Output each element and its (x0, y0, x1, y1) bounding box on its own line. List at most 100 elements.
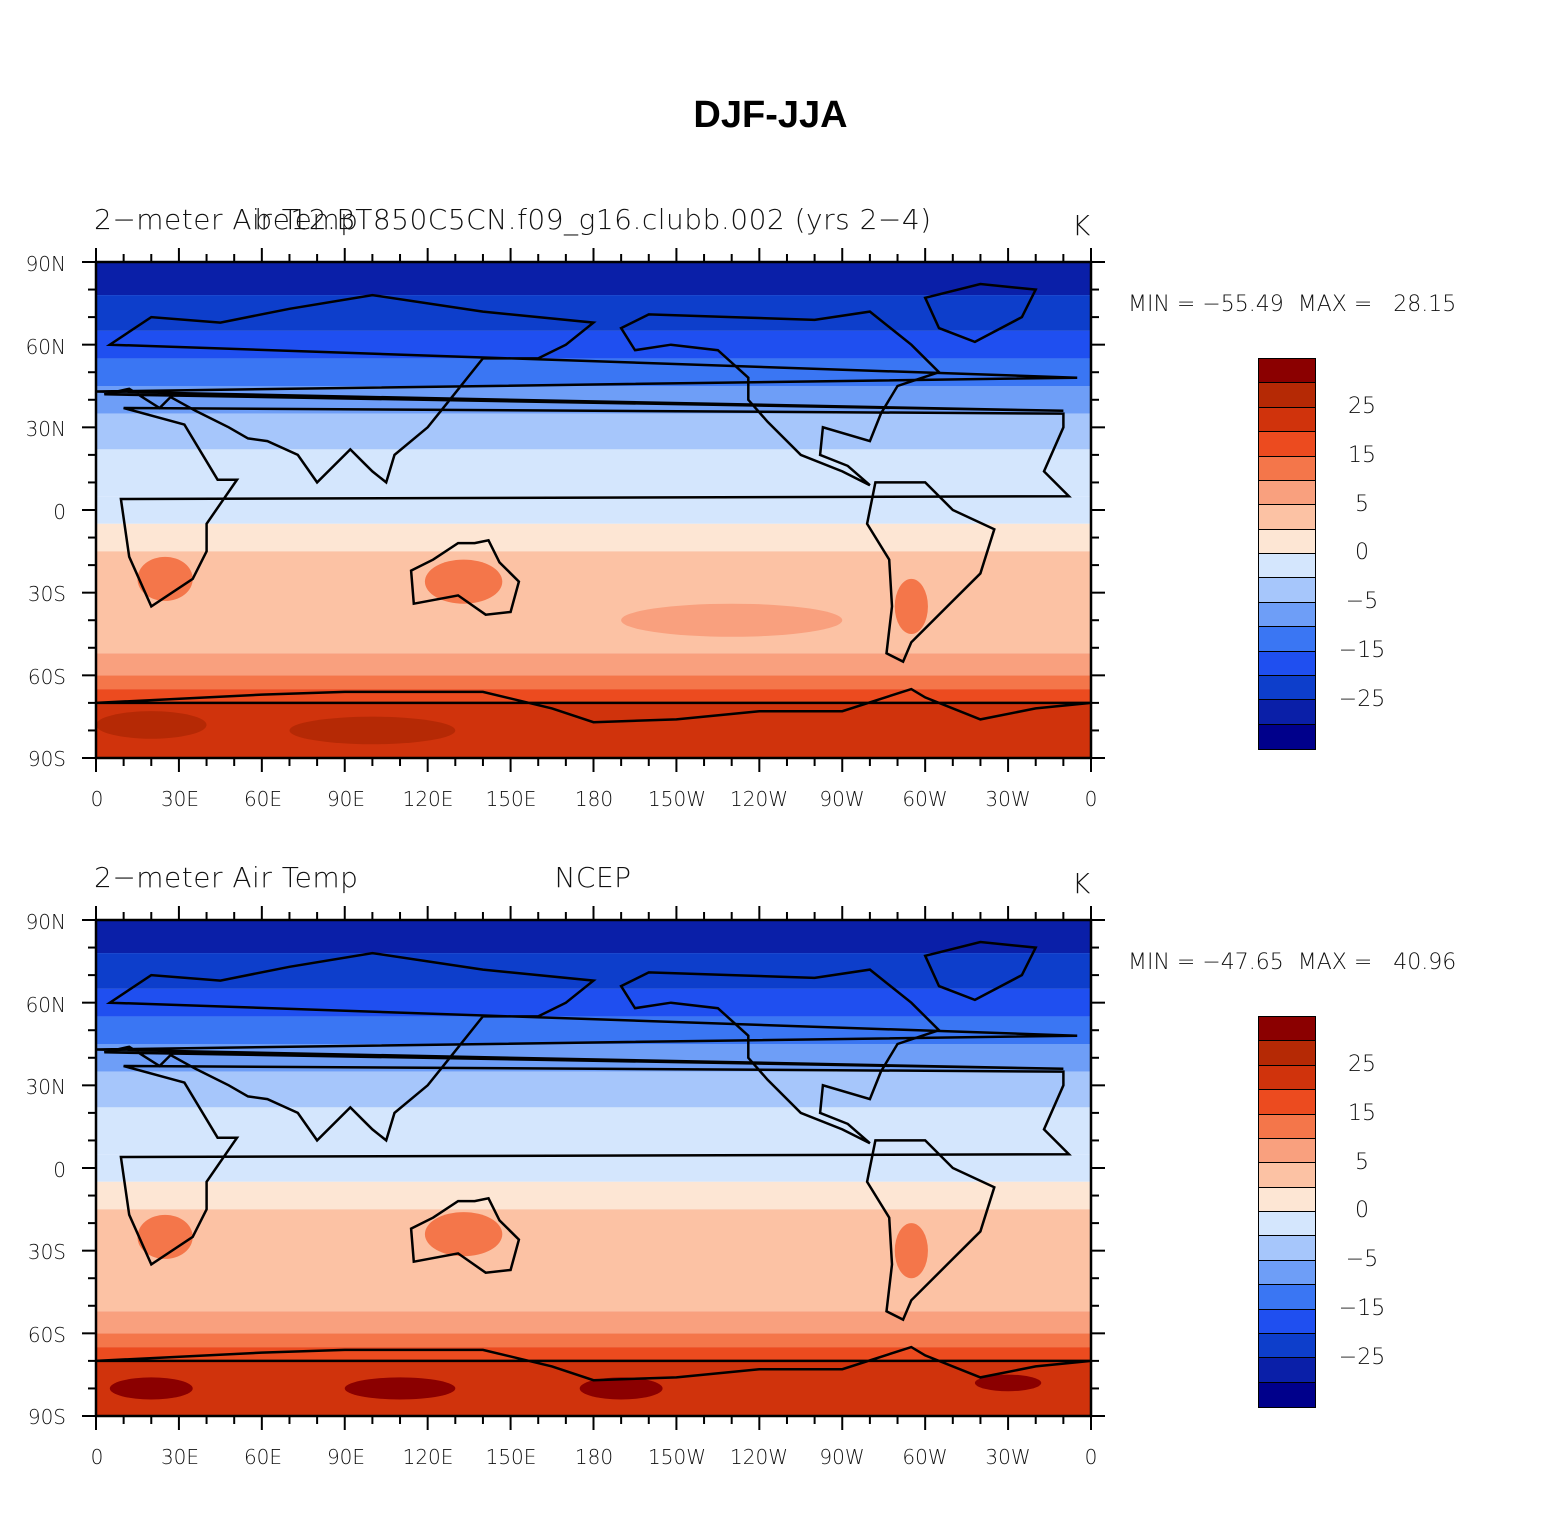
lon-label: 150W (648, 787, 706, 811)
coastline (409, 538, 521, 616)
colorbar-label: 15 (1348, 443, 1376, 468)
lon-label: 0 (90, 787, 104, 811)
page-title: DJF-JJA (693, 94, 848, 136)
lon-label: 150E (485, 787, 537, 811)
max-label: MAX = 40.96 (1297, 950, 1457, 975)
colorbar-label: 5 (1355, 492, 1369, 517)
colorbar-swatch (1258, 1211, 1316, 1237)
map-panel-model: 2−meter Air Temp be12.BT850C5CN.f09_g16.… (0, 195, 1541, 835)
lat-label: 90S (27, 747, 66, 771)
field-band (96, 1311, 1091, 1334)
temperature-field (96, 262, 1091, 758)
temperature-field (96, 920, 1091, 1416)
colorbar-swatch (1258, 1162, 1316, 1188)
field-band (96, 653, 1091, 676)
field-band (96, 262, 1091, 296)
units-label: K (1072, 209, 1091, 242)
coastline (923, 282, 1038, 344)
coastline (409, 1196, 521, 1274)
colorbar-label: 15 (1348, 1101, 1376, 1126)
lat-label: 30S (27, 1240, 66, 1264)
min-label: MIN = −55.49 (1128, 292, 1284, 317)
field-anomaly (109, 1377, 193, 1400)
lon-label: 0 (1084, 787, 1098, 811)
min-label: MIN = −47.65 (1128, 950, 1284, 975)
field-band (96, 988, 1091, 1017)
colorbar-swatch (1258, 1259, 1316, 1286)
field-band (96, 702, 1091, 758)
colorbar-label: −15 (1338, 1296, 1386, 1321)
colorbar-label: 25 (1348, 394, 1376, 419)
field-band (96, 920, 1091, 954)
colorbar-label: 25 (1348, 1052, 1376, 1077)
colorbar-swatch (1258, 650, 1316, 676)
field-band (96, 551, 1091, 654)
colorbar-label: −15 (1338, 638, 1386, 663)
colorbar-swatch (1258, 455, 1316, 481)
field-anomaly (137, 1214, 193, 1259)
axis-ticks (82, 906, 1105, 1430)
coastline (96, 293, 1078, 485)
lon-label: 0 (90, 1445, 104, 1469)
colorbar-swatch (1258, 1137, 1316, 1164)
lon-label: 0 (1084, 1445, 1098, 1469)
field-band (96, 295, 1091, 331)
field-anomaly (96, 711, 207, 739)
min-max-label: MIN = −47.65 MAX = 40.96 (1128, 950, 1456, 975)
colorbar-swatch (1258, 1089, 1316, 1115)
colorbar-swatch (1258, 1113, 1316, 1139)
field-band (96, 1107, 1091, 1155)
lat-label: 90N (25, 252, 66, 276)
lat-label: 60N (25, 993, 66, 1017)
coastline (96, 951, 1078, 1143)
lat-label: 60N (25, 335, 66, 359)
field-anomaly (344, 1377, 456, 1400)
variable-label: 2−meter Air Temp (94, 203, 359, 236)
colorbar-swatch (1258, 431, 1316, 457)
field-anomaly (289, 716, 456, 745)
colorbar-label: −5 (1345, 1247, 1379, 1272)
colorbar-label: −5 (1345, 589, 1379, 614)
field-anomaly (579, 1377, 663, 1400)
lon-label: 60W (902, 1445, 948, 1469)
colorbar-swatch (1258, 1064, 1316, 1091)
lon-label: 120E (402, 787, 454, 811)
colorbar-swatch (1258, 1357, 1316, 1383)
lon-label: 60W (902, 787, 948, 811)
field-band (96, 1071, 1091, 1108)
lon-label: 30W (985, 787, 1031, 811)
lon-label: 120W (730, 1445, 788, 1469)
dataset-label: be12.BT850C5CN.f09_g16.clubb.002 (yrs 2−… (254, 203, 932, 236)
lat-label: 0 (53, 500, 66, 524)
lat-label: 0 (53, 1158, 66, 1182)
max-label: MAX = 28.15 (1297, 292, 1457, 317)
lon-label: 60E (243, 787, 283, 811)
field-band (96, 953, 1091, 989)
map-svg (82, 906, 1105, 1430)
map-svg (82, 248, 1105, 772)
dataset-label: NCEP (554, 861, 632, 894)
field-anomaly (424, 559, 503, 604)
colorbar-swatch (1258, 553, 1316, 579)
colorbar-swatch (1258, 1284, 1316, 1310)
field-band (96, 496, 1091, 524)
lon-label: 90W (819, 1445, 865, 1469)
colorbar-swatch (1258, 382, 1316, 408)
colorbar-swatch (1258, 1308, 1316, 1334)
coastline (923, 940, 1038, 1002)
lon-label: 120E (402, 1445, 454, 1469)
field-anomaly (424, 1212, 503, 1257)
field-band (96, 1181, 1091, 1210)
field-band (96, 1333, 1091, 1348)
colorbar (1258, 358, 1316, 750)
colorbar-swatch (1258, 1040, 1316, 1066)
colorbar-swatch (1258, 577, 1316, 603)
coastline (119, 406, 1072, 609)
colorbar-swatch (1258, 406, 1316, 433)
colorbar (1258, 1016, 1316, 1408)
variable-label: 2−meter Air Temp (94, 861, 359, 894)
field-band (96, 523, 1091, 552)
colorbar-swatch (1258, 626, 1316, 652)
map-panel-ncep: 2−meter Air Temp NCEP K MIN = −47.65 MAX… (0, 853, 1541, 1493)
field-band (96, 1209, 1091, 1312)
